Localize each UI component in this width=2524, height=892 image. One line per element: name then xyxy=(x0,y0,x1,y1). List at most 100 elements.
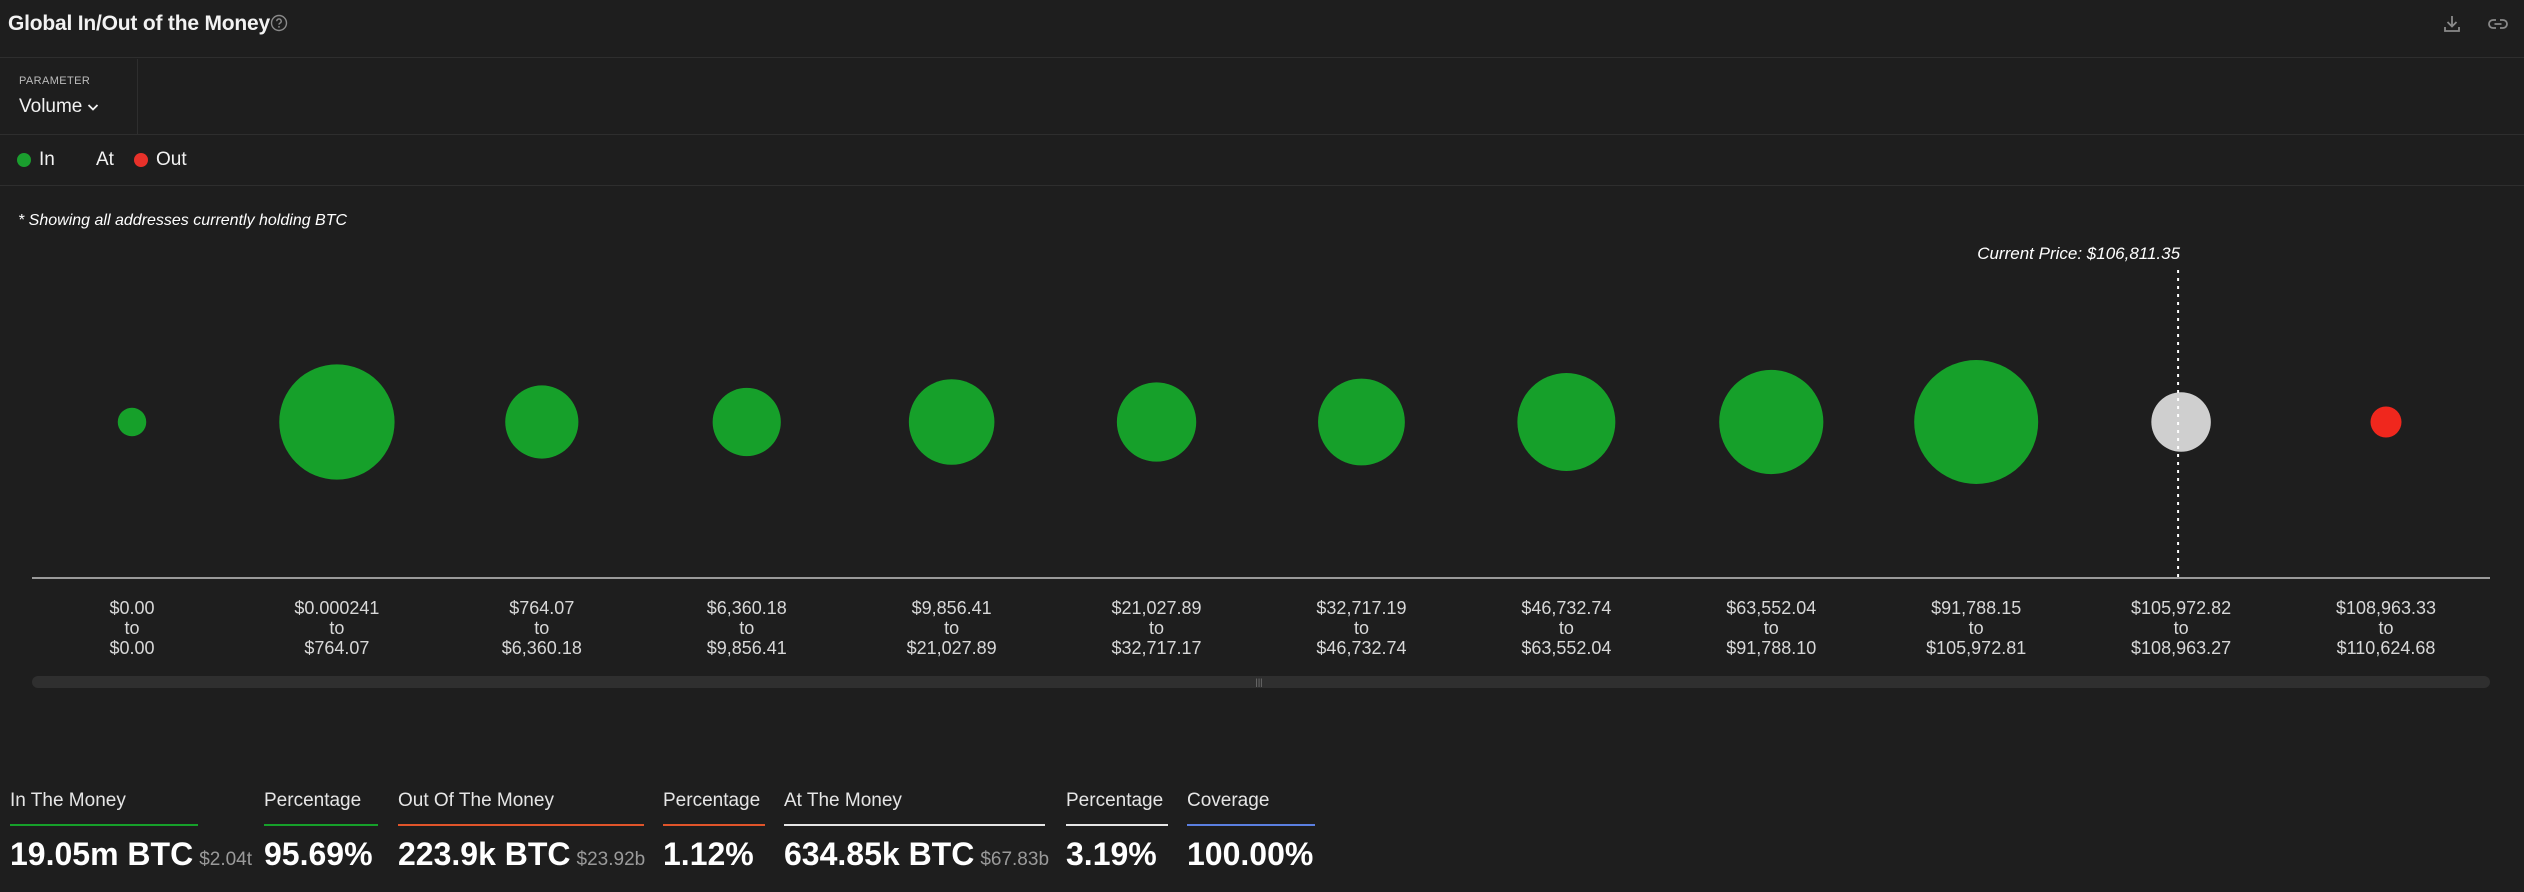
download-icon[interactable] xyxy=(2440,12,2464,36)
stat-underline xyxy=(398,824,644,826)
stat-out-of-the-money: Out Of The Money 223.9k BTC $23.92b xyxy=(398,790,646,873)
parameter-label: PARAMETER xyxy=(19,75,91,87)
bin-range-label: to xyxy=(534,618,549,638)
bin-range-label: $0.00 xyxy=(109,598,154,618)
stat-out-percentage: Percentage 1.12% xyxy=(663,790,765,873)
stat-label: In The Money xyxy=(10,790,126,811)
bubble-in[interactable] xyxy=(712,387,781,457)
stat-sub-value: $23.92b xyxy=(576,849,646,870)
bubble-in[interactable] xyxy=(1914,360,2039,484)
stat-label: Out Of The Money xyxy=(398,790,554,811)
legend-label: Out xyxy=(156,149,187,170)
stat-value: 634.85k BTC $67.83b xyxy=(784,836,1049,873)
bubble-in[interactable] xyxy=(1517,373,1616,471)
bin-range-label: $91,788.15 xyxy=(1931,598,2021,618)
bin-range-label: to xyxy=(2378,618,2393,638)
bin-range-label: to xyxy=(739,618,754,638)
stat-value: 95.69% xyxy=(264,836,378,873)
legend-item-in[interactable]: In xyxy=(17,149,55,171)
stat-main-value: 100.00% xyxy=(1187,836,1314,872)
chevron-down-icon xyxy=(88,104,99,111)
stat-in-percentage: Percentage 95.69% xyxy=(264,790,378,873)
bubble-in[interactable] xyxy=(908,379,995,465)
stat-underline xyxy=(1066,824,1168,826)
bin-range-label: $6,360.18 xyxy=(502,638,582,658)
bin-range-label: $46,732.74 xyxy=(1521,598,1611,618)
parameter-select[interactable]: Volume xyxy=(19,96,100,118)
stat-underline xyxy=(1187,824,1315,826)
stat-main-value: 1.12% xyxy=(663,836,754,872)
bubble-in[interactable] xyxy=(117,407,147,437)
bin-range-label: $21,027.89 xyxy=(1111,598,1201,618)
stat-label: At The Money xyxy=(784,790,902,811)
bin-range-label: to xyxy=(1559,618,1574,638)
bin-range-label: $0.00 xyxy=(109,638,154,658)
bin-range-label: to xyxy=(124,618,139,638)
legend-item-at[interactable]: At xyxy=(96,149,114,171)
stat-sub-value: $2.04t xyxy=(199,849,253,870)
stat-label: Percentage xyxy=(1066,790,1164,811)
bin-range-label: $46,732.74 xyxy=(1316,638,1406,658)
bin-range-label: $91,788.10 xyxy=(1726,638,1816,658)
bin-range-label: to xyxy=(2174,618,2189,638)
scroll-grip-icon[interactable]: ||| xyxy=(1255,677,1263,687)
bubble-in[interactable] xyxy=(279,364,395,480)
bin-range-label: to xyxy=(1764,618,1779,638)
chart-scrollbar[interactable]: ||| xyxy=(32,676,2490,688)
bin-range-label: $764.07 xyxy=(509,598,574,618)
bin-range-label: to xyxy=(329,618,344,638)
bin-range-label: $108,963.27 xyxy=(2131,638,2231,658)
bin-range-label: $764.07 xyxy=(304,638,369,658)
bin-range-label: to xyxy=(944,618,959,638)
out-dot-icon xyxy=(134,153,148,167)
bubble-in[interactable] xyxy=(505,385,579,459)
legend-label: In xyxy=(39,149,55,170)
bin-range-label: $32,717.19 xyxy=(1316,598,1406,618)
link-icon[interactable] xyxy=(2486,12,2510,36)
bubble-in[interactable] xyxy=(1318,378,1405,466)
bubble-in[interactable] xyxy=(1116,382,1197,462)
stat-underline xyxy=(663,824,765,826)
bin-range-label: to xyxy=(1969,618,1984,638)
stat-label: Percentage xyxy=(264,790,362,811)
stat-underline xyxy=(10,824,198,826)
stat-value: 223.9k BTC $23.92b xyxy=(398,836,646,873)
stat-sub-value: $67.83b xyxy=(980,849,1050,870)
stat-main-value: 223.9k BTC xyxy=(398,836,571,872)
legend-label: At xyxy=(96,149,114,170)
stat-coverage: Coverage 100.00% xyxy=(1187,790,1315,873)
stat-value: 100.00% xyxy=(1187,836,1315,873)
bin-range-label: $108,963.33 xyxy=(2336,598,2436,618)
bin-range-label: to xyxy=(1149,618,1164,638)
page-title: Global In/Out of the Money xyxy=(8,12,270,35)
stat-label: Percentage xyxy=(663,790,761,811)
bin-range-label: $21,027.89 xyxy=(907,638,997,658)
header: Global In/Out of the Money xyxy=(0,0,2524,58)
stat-underline xyxy=(784,824,1045,826)
parameter-row: PARAMETER Volume xyxy=(0,59,2524,135)
stat-value: 1.12% xyxy=(663,836,765,873)
in-dot-icon xyxy=(17,153,31,167)
legend-item-out[interactable]: Out xyxy=(134,149,187,171)
stat-in-the-money: In The Money 19.05m BTC $2.04t xyxy=(10,790,252,873)
help-icon[interactable] xyxy=(270,14,288,32)
bubble-in[interactable] xyxy=(1719,369,1824,475)
bin-range-label: $105,972.82 xyxy=(2131,598,2231,618)
bubble-chart: Current Price: $106,811.35 $0.00to$0.00$… xyxy=(32,244,2490,658)
bubbles-group xyxy=(117,270,2402,578)
current-price-label: Current Price: $106,811.35 xyxy=(1977,244,2180,263)
parameter-control: PARAMETER Volume xyxy=(0,59,138,134)
stat-main-value: 3.19% xyxy=(1066,836,1157,872)
bubble-at[interactable] xyxy=(2151,392,2211,452)
stat-at-the-money: At The Money 634.85k BTC $67.83b xyxy=(784,790,1049,873)
stat-main-value: 95.69% xyxy=(264,836,373,872)
stat-main-value: 19.05m BTC xyxy=(10,836,194,872)
stat-value: 19.05m BTC $2.04t xyxy=(10,836,252,873)
bin-range-label: $9,856.41 xyxy=(707,638,787,658)
stat-underline xyxy=(264,824,378,826)
parameter-value: Volume xyxy=(19,96,83,117)
bin-range-label: $0.000241 xyxy=(294,598,379,618)
bubble-out[interactable] xyxy=(2370,406,2402,438)
bin-range-label: to xyxy=(1354,618,1369,638)
